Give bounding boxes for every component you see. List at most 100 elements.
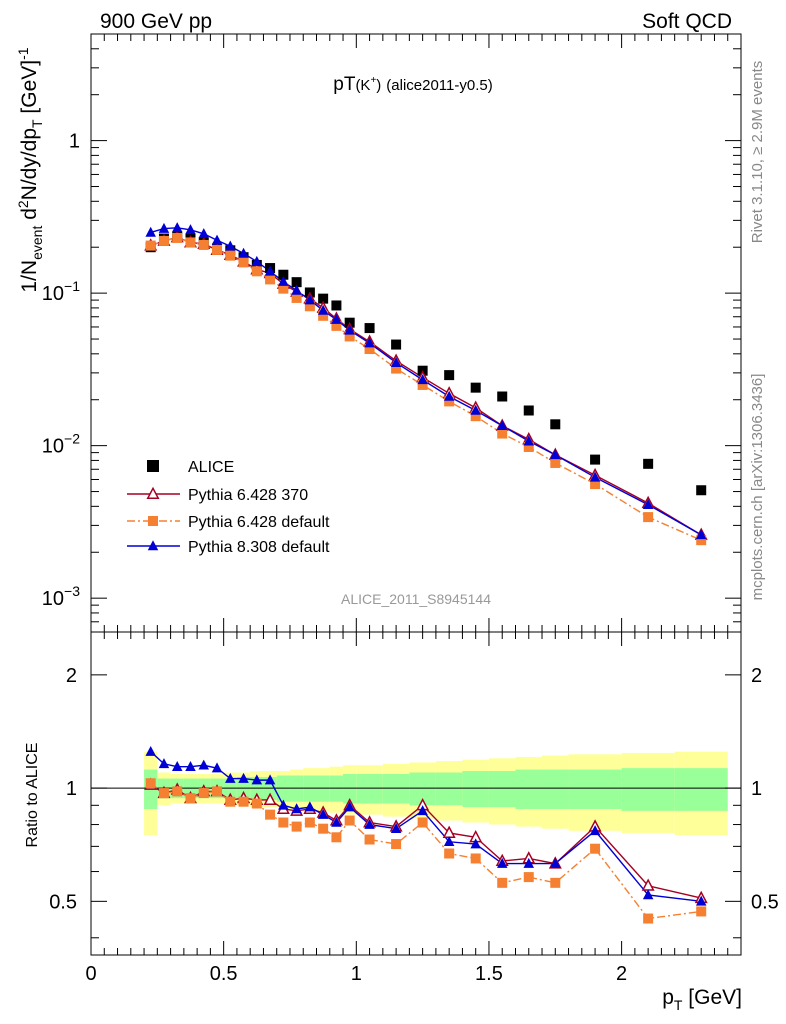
top-point-pythia-8-308-default (642, 499, 654, 509)
ratio-point-pythia-8-308-default (496, 857, 508, 868)
top-point-alice (590, 454, 601, 465)
ratio-point-pythia-6-428-default (643, 913, 654, 924)
ratio-point-pythia-8-308-default (198, 759, 210, 770)
plot-title-particle: (K (355, 77, 370, 94)
ratio-frame (90, 631, 742, 956)
ratio-y-tick-label: 1 (66, 778, 77, 800)
band-inner (276, 775, 290, 802)
plot-title-close: ) (376, 77, 381, 94)
ratio-point-pythia-8-308-default (145, 745, 156, 756)
band-inner (382, 774, 410, 804)
ratio-point-pythia-8-308-default (550, 857, 561, 868)
legend: ALICE Pythia 6.428 370 Pythia 6.428 defaul… (127, 459, 330, 556)
top-point-pythia-8-308-default (317, 304, 329, 315)
top-point-pythia-8-308-default (496, 420, 508, 431)
legend-label: Pythia 6.428 370 (188, 487, 308, 504)
header-right: Soft QCD (642, 10, 732, 33)
x-tick-label: 0 (85, 963, 96, 985)
band-inner (316, 775, 330, 802)
top-point-pythia-8-308-default (550, 449, 561, 460)
band-inner (435, 772, 463, 806)
x-axis-label-unit: [GeV] (682, 986, 742, 1009)
x-tick-label: 1.5 (475, 963, 503, 985)
top-point-alice (364, 323, 375, 334)
top-point-pythia-8-308-default (225, 240, 236, 251)
top-point-pythia-6-428-default (444, 396, 455, 407)
ratio-point-pythia-8-308-default (589, 825, 601, 836)
ratio-point-pythia-6-428-default (550, 877, 561, 888)
ratio-point-pythia-8-308-default (238, 772, 249, 783)
top-point-alice (391, 339, 402, 350)
ratio-point-pythia-8-308-default (278, 799, 289, 810)
ratio-point-pythia-8-308-default (443, 836, 455, 847)
top-point-pythia-6-428-default (417, 379, 428, 390)
top-point-pythia-8-308-default (198, 228, 210, 239)
y-tick-label: 10−2 (42, 431, 80, 458)
top-point-pythia-6-428-default (550, 457, 561, 468)
top-point-pythia-6-428-default (696, 535, 707, 546)
y-axis-label-a: 1/N (18, 260, 41, 293)
top-point-pythia-8-308-default (344, 324, 355, 335)
top-point-pythia-6-428-default (251, 266, 262, 277)
ratio-point-pythia-6-428-default (278, 817, 289, 828)
ratio-point-pythia-6-428-default (364, 834, 375, 845)
top-point-pythia-6-428-default (198, 239, 209, 250)
top-point-pythia-8-308-default (443, 390, 455, 401)
top-point-pythia-6-428-default (391, 363, 402, 374)
band-inner (356, 774, 383, 804)
ratio-y-tick-label: 2 (66, 665, 77, 687)
ratio-point-pythia-8-308-default (642, 889, 654, 900)
top-point-alice (444, 370, 455, 381)
y-axis-label-b: d (18, 208, 41, 226)
ratio-point-pythia-6-428-default (265, 809, 276, 820)
ratio-point-pythia-6-428-default (291, 821, 302, 832)
y-tick-label: 1 (69, 131, 80, 153)
y-axis-label-c-sub: T (29, 119, 45, 128)
ratio-point-pythia-8-308-default (291, 803, 302, 814)
band-inner (343, 774, 357, 804)
ratio-y-tick-label-right: 1 (751, 778, 762, 800)
top-point-alice (550, 419, 561, 430)
legend-marker (148, 516, 158, 526)
header-left: 900 GeV pp (100, 10, 212, 33)
ratio-point-pythia-6-428-default (158, 788, 169, 799)
ratio-point-pythia-8-308-default (304, 801, 316, 812)
y-axis-label-b-sup: 2 (15, 200, 31, 208)
band-inner (289, 775, 304, 802)
ratio-point-pythia-8-308-default (171, 760, 183, 771)
ratio-y-tick-label: 0.5 (49, 891, 77, 913)
y-axis-label-c: N/dy/dp (18, 128, 41, 200)
top-point-pythia-6-428-default (470, 411, 481, 422)
top-point-pythia-6-428-default (364, 344, 375, 355)
ratio-point-pythia-6-428-default (238, 796, 249, 807)
ratio-point-pythia-8-308-default (158, 758, 170, 769)
rivet-label: Rivet 3.1.10, ≥ 2.9M events (749, 61, 766, 244)
ratio-point-pythia-8-308-default (523, 857, 535, 868)
top-point-pythia-8-308-default (390, 356, 402, 367)
top-point-pythia-6-428-default (172, 232, 183, 243)
legend-marker (147, 540, 159, 551)
top-point-alice (318, 293, 329, 304)
ratio-point-pythia-8-308-default (390, 822, 402, 833)
ratio-point-pythia-8-308-default (211, 762, 223, 773)
x-axis-label-sub: T (674, 997, 683, 1013)
top-point-pythia-8-308-default (695, 529, 707, 540)
mcplots-label: mcplots.cern.ch [arXiv:1306.3436] (749, 374, 766, 601)
top-point-pythia-8-308-default (589, 471, 601, 482)
x-axis-label-main: p (662, 986, 674, 1009)
legend-marker (147, 460, 159, 472)
top-point-alice (696, 485, 707, 496)
y-tick-label: 10−1 (42, 278, 80, 305)
top-point-pythia-8-308-default (278, 275, 289, 286)
ratio-point-pythia-6-428-default (391, 839, 402, 850)
top-point-pythia-6-428-default (212, 244, 223, 255)
band-inner (303, 775, 317, 802)
ratio-point-pythia-8-308-default (470, 838, 481, 849)
top-series-markers (144, 222, 708, 546)
top-point-pythia-6-428-default (265, 274, 276, 285)
top-point-pythia-8-308-default (158, 222, 170, 233)
x-tick-label: 1 (351, 963, 362, 985)
top-point-pythia-6-428-default (331, 320, 342, 331)
ratio-point-pythia-6-428-default (185, 793, 196, 804)
ratio-point-pythia-6-428-default (696, 906, 707, 917)
